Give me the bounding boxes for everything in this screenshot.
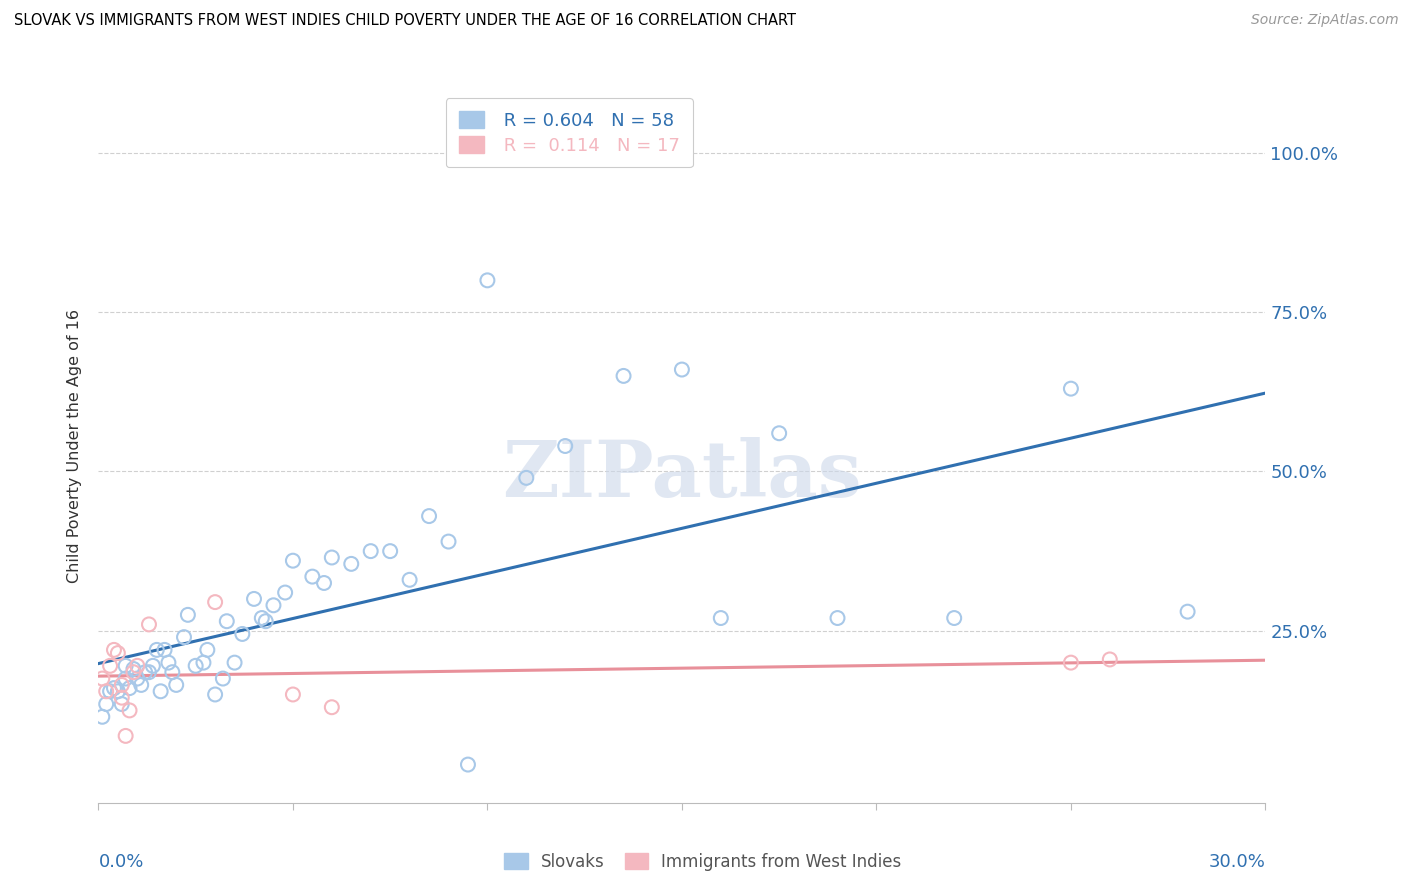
Text: SLOVAK VS IMMIGRANTS FROM WEST INDIES CHILD POVERTY UNDER THE AGE OF 16 CORRELAT: SLOVAK VS IMMIGRANTS FROM WEST INDIES CH… xyxy=(14,13,796,29)
Point xyxy=(118,681,141,695)
Point xyxy=(710,611,733,625)
Point xyxy=(457,757,479,772)
Point xyxy=(312,576,335,591)
Point xyxy=(1098,652,1121,666)
Point xyxy=(204,688,226,702)
Point xyxy=(671,362,693,376)
Point xyxy=(138,665,160,680)
Point xyxy=(613,368,636,383)
Point xyxy=(477,273,499,287)
Point xyxy=(146,643,169,657)
Point xyxy=(149,684,172,698)
Point xyxy=(274,585,297,599)
Point xyxy=(281,688,304,702)
Point xyxy=(107,684,129,698)
Text: ZIPatlas: ZIPatlas xyxy=(502,436,862,513)
Point xyxy=(91,710,114,724)
Point xyxy=(98,684,121,698)
Point xyxy=(177,607,200,622)
Legend:  R = 0.604   N = 58,  R =  0.114   N = 17: R = 0.604 N = 58, R = 0.114 N = 17 xyxy=(446,98,693,168)
Point xyxy=(129,678,152,692)
Point xyxy=(943,611,966,625)
Point xyxy=(378,544,402,558)
Point xyxy=(153,643,176,657)
Point xyxy=(212,672,235,686)
Point xyxy=(515,471,537,485)
Point xyxy=(321,700,343,714)
Point xyxy=(243,591,266,606)
Point xyxy=(231,627,253,641)
Point xyxy=(281,554,304,568)
Point xyxy=(173,630,195,644)
Point xyxy=(398,573,420,587)
Point xyxy=(103,643,125,657)
Text: 30.0%: 30.0% xyxy=(1209,853,1265,871)
Point xyxy=(98,658,121,673)
Point xyxy=(91,672,114,686)
Y-axis label: Child Poverty Under the Age of 16: Child Poverty Under the Age of 16 xyxy=(67,309,83,583)
Point xyxy=(1060,656,1083,670)
Point xyxy=(301,569,323,583)
Point xyxy=(122,662,145,676)
Point xyxy=(103,681,125,695)
Text: Source: ZipAtlas.com: Source: ZipAtlas.com xyxy=(1251,13,1399,28)
Point xyxy=(768,426,790,441)
Point xyxy=(122,665,145,680)
Point xyxy=(118,703,141,717)
Point xyxy=(138,617,160,632)
Point xyxy=(827,611,849,625)
Point xyxy=(195,643,218,657)
Point xyxy=(224,656,246,670)
Text: 0.0%: 0.0% xyxy=(98,853,143,871)
Point xyxy=(554,439,576,453)
Point xyxy=(250,611,273,625)
Point xyxy=(114,672,136,686)
Point xyxy=(1060,382,1083,396)
Point xyxy=(114,658,136,673)
Point xyxy=(142,658,165,673)
Point xyxy=(418,509,440,524)
Point xyxy=(204,595,226,609)
Point xyxy=(107,646,129,660)
Point xyxy=(162,665,184,680)
Point xyxy=(184,658,207,673)
Point xyxy=(193,656,215,670)
Point xyxy=(321,550,343,565)
Point xyxy=(360,544,382,558)
Point xyxy=(127,658,149,673)
Point xyxy=(1177,605,1199,619)
Point xyxy=(114,729,136,743)
Point xyxy=(262,599,284,613)
Point xyxy=(134,665,156,680)
Point xyxy=(165,678,187,692)
Legend: Slovaks, Immigrants from West Indies: Slovaks, Immigrants from West Indies xyxy=(496,845,910,880)
Point xyxy=(340,557,363,571)
Point xyxy=(437,534,460,549)
Point xyxy=(96,697,118,711)
Point xyxy=(215,614,238,628)
Point xyxy=(111,678,134,692)
Point xyxy=(157,656,180,670)
Point xyxy=(96,684,118,698)
Point xyxy=(254,614,277,628)
Point xyxy=(127,672,149,686)
Point xyxy=(111,690,134,705)
Point xyxy=(111,697,134,711)
